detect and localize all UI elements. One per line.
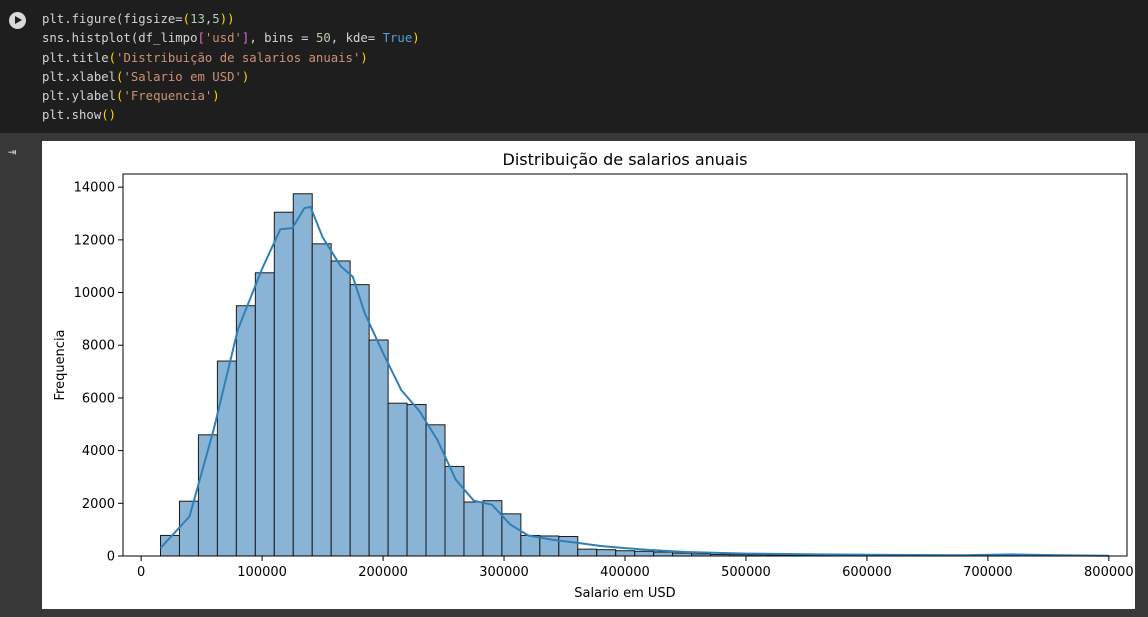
histogram-bar <box>615 550 636 557</box>
code-line: plt.title('Distribuição de salarios anua… <box>42 49 420 68</box>
code-token: ( <box>182 12 191 26</box>
histogram-bar <box>596 549 617 557</box>
code-token: plt.ylabel <box>42 89 117 104</box>
histogram-bar <box>653 551 674 557</box>
code-editor[interactable]: plt.figure(figsize=(13,5)) sns.histplot(d… <box>42 10 420 126</box>
histogram-bar <box>634 550 655 557</box>
y-axis-label: Frequencia <box>53 329 68 400</box>
histogram-bar <box>463 501 484 557</box>
histogram-bar <box>292 193 313 557</box>
histogram-bar <box>387 402 408 557</box>
kde-line <box>159 205 1109 557</box>
code-token: [ <box>197 31 205 46</box>
code-token: , <box>204 12 213 26</box>
histogram-bar <box>311 243 332 557</box>
histogram-chart: 0 100000 200000 300000 400000 500000 600000 700… <box>53 150 1134 601</box>
code-token: plt.xlabel <box>42 69 117 84</box>
y-axis-ticks: 0 2000 4000 6000 8000 10000 12000 14000 <box>74 181 123 565</box>
histogram-bar <box>368 339 389 557</box>
code-line: sns.histplot(df_limpo['usd'], bins = 50,… <box>42 29 420 48</box>
histogram-bar <box>482 500 503 557</box>
code-token: sns.histplot(df_limpo <box>42 31 198 46</box>
code-token: plt.figure(figsize= <box>42 12 183 26</box>
histogram-bar <box>349 284 370 557</box>
code-cell[interactable]: plt.figure(figsize=(13,5)) sns.histplot(d… <box>0 0 1148 133</box>
y-tick-label: 2000 <box>82 497 115 512</box>
code-line: plt.xlabel('Salario em USD') <box>42 68 420 87</box>
x-tick-label: 600000 <box>842 565 892 580</box>
x-tick-label: 100000 <box>237 565 287 580</box>
x-tick-label: 0 <box>137 565 145 580</box>
y-tick-label: 8000 <box>82 339 115 354</box>
histogram-bar <box>501 513 522 557</box>
histogram-bar <box>558 536 579 557</box>
histogram-bar <box>178 500 199 557</box>
code-token: 50 <box>315 31 331 46</box>
code-token: )) <box>219 12 235 26</box>
x-tick-label: 300000 <box>479 565 529 580</box>
x-tick-label: 800000 <box>1084 565 1134 580</box>
histogram-bar <box>577 548 598 557</box>
output-gutter <box>0 133 42 617</box>
x-tick-label: 200000 <box>358 565 408 580</box>
code-token: 'usd' <box>204 31 242 46</box>
code-token: plt.show <box>42 108 102 123</box>
code-token: 13 <box>190 12 205 26</box>
code-token: ( <box>108 50 117 65</box>
code-token: ) <box>412 31 420 46</box>
histogram-bar <box>216 360 237 557</box>
code-token: 'Frequencia' <box>123 89 213 104</box>
histogram-bar <box>235 305 256 557</box>
code-token: ) <box>212 89 220 104</box>
code-token: ( <box>116 69 124 84</box>
histogram-bar <box>273 211 294 557</box>
histogram-bar <box>425 424 446 557</box>
code-token: 'Salario em USD' <box>123 69 242 84</box>
code-token: ) <box>360 50 368 65</box>
code-line: plt.ylabel('Frequencia') <box>42 87 420 106</box>
code-token: ) <box>241 69 250 84</box>
code-token: , bins = <box>249 31 316 46</box>
x-axis-ticks: 0 100000 200000 300000 400000 500000 600000 700… <box>137 556 1134 580</box>
y-tick-label: 14000 <box>74 181 115 196</box>
x-tick-label: 500000 <box>721 565 771 580</box>
chart-figure: 0 100000 200000 300000 400000 500000 600000 700… <box>42 141 1135 609</box>
play-icon[interactable] <box>9 12 26 29</box>
histogram-bar <box>444 465 465 557</box>
code-line: plt.show() <box>42 106 420 125</box>
histogram-bars <box>159 193 1110 557</box>
chart-title: Distribuição de salarios anuais <box>503 150 748 169</box>
code-token: ] <box>241 31 250 46</box>
x-axis-label: Salario em USD <box>574 586 675 601</box>
y-tick-label: 10000 <box>74 286 115 301</box>
code-line: plt.figure(figsize=(13,5)) <box>42 10 420 29</box>
histogram-bar <box>254 272 275 557</box>
x-tick-label: 400000 <box>600 565 650 580</box>
x-tick-label: 700000 <box>963 565 1013 580</box>
code-token: True <box>382 31 413 46</box>
code-token: () <box>101 108 117 123</box>
histogram-bar <box>406 404 427 557</box>
code-token: plt.title <box>42 50 109 65</box>
histogram-bar <box>330 260 351 557</box>
code-token: ( <box>116 89 124 104</box>
y-tick-label: 4000 <box>82 444 115 459</box>
output-toggle-icon[interactable]: ⇥ <box>8 144 17 160</box>
y-tick-label: 6000 <box>82 391 115 406</box>
y-tick-label: 12000 <box>74 233 115 248</box>
y-tick-label: 0 <box>107 550 115 565</box>
code-token: , kde= <box>330 31 383 46</box>
code-token: 'Distribuição de salarios anuais' <box>116 50 361 65</box>
histogram-bar <box>520 534 541 557</box>
code-token: 5 <box>212 12 220 26</box>
